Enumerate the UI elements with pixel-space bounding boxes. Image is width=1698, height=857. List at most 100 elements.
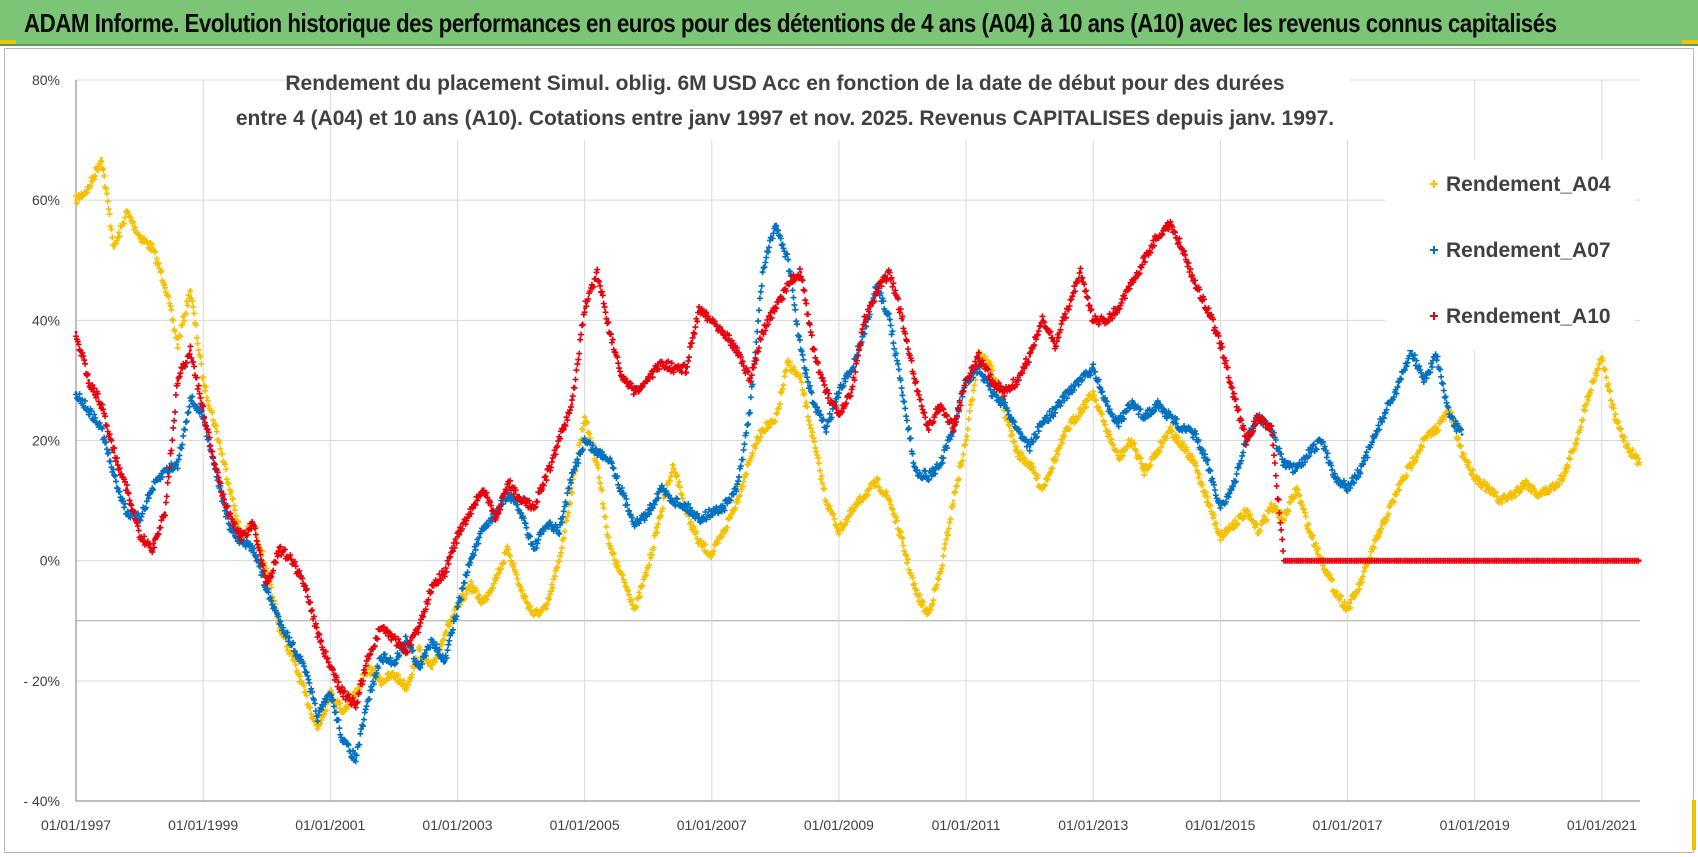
data-point	[1180, 445, 1184, 448]
data-point	[621, 493, 625, 496]
data-point	[506, 481, 510, 484]
data-point	[863, 318, 866, 322]
data-point	[799, 379, 803, 382]
data-point	[1587, 559, 1591, 563]
data-point	[1117, 421, 1121, 424]
data-point	[189, 397, 192, 400]
data-point	[1435, 559, 1438, 563]
data-point	[1041, 421, 1044, 424]
data-point	[595, 451, 599, 454]
data-point	[939, 403, 943, 406]
data-point	[952, 427, 955, 430]
corner-mark-right	[1682, 40, 1698, 44]
legend-label: Rendement_A10	[1446, 305, 1611, 328]
data-point	[468, 511, 472, 514]
data-point	[837, 415, 841, 418]
y-tick-label: 60%	[32, 192, 60, 208]
data-point	[265, 589, 269, 593]
data-point	[341, 739, 345, 743]
data-point	[125, 210, 129, 214]
data-point	[824, 427, 828, 430]
data-point	[786, 258, 790, 262]
data-point	[1091, 367, 1095, 370]
data-point	[723, 330, 726, 334]
data-point	[74, 330, 78, 334]
data-point	[1269, 427, 1273, 430]
data-point	[1562, 559, 1566, 563]
data-point	[1066, 391, 1070, 394]
data-point	[1041, 318, 1044, 322]
data-point	[773, 421, 777, 424]
data-point	[1295, 487, 1299, 490]
x-tick-label: 01/01/2009	[804, 817, 874, 833]
data-point	[926, 475, 930, 478]
series-markers	[73, 222, 1465, 765]
corner-mark-bottom-right	[1692, 800, 1696, 850]
data-point	[430, 583, 434, 587]
data-point	[608, 457, 612, 460]
data-point	[379, 679, 383, 683]
data-point	[1536, 493, 1540, 496]
data-point	[201, 409, 205, 412]
data-point	[430, 667, 434, 671]
data-point	[150, 487, 154, 490]
data-point	[367, 697, 370, 701]
data-point	[926, 427, 930, 430]
data-point	[1155, 403, 1159, 406]
data-point	[74, 198, 78, 202]
y-tick-label: - 40%	[23, 793, 60, 809]
data-point	[1079, 379, 1082, 382]
data-point	[735, 487, 739, 490]
data-point	[1206, 499, 1210, 502]
data-point	[417, 625, 421, 629]
data-point	[379, 625, 383, 629]
data-point	[303, 691, 307, 695]
data-point	[735, 499, 739, 502]
data-point	[1155, 234, 1159, 238]
data-point	[1155, 451, 1159, 454]
data-point	[1117, 306, 1121, 310]
data-point	[1091, 318, 1095, 322]
x-tick-label: 01/01/2019	[1440, 817, 1510, 833]
data-point	[557, 559, 561, 563]
data-point	[252, 523, 256, 526]
data-point	[1002, 409, 1006, 412]
data-point	[1002, 403, 1006, 406]
data-point	[773, 306, 777, 310]
data-point	[977, 355, 981, 358]
data-point	[697, 541, 701, 544]
data-point	[1549, 487, 1553, 490]
data-point	[214, 469, 218, 472]
series-Rendement_A04	[73, 156, 1643, 732]
data-point	[354, 757, 358, 761]
data-point	[837, 391, 841, 394]
data-point	[1333, 559, 1337, 563]
data-point	[913, 589, 917, 593]
data-point	[1600, 355, 1604, 358]
x-tick-label: 01/01/1997	[41, 817, 111, 833]
data-point	[659, 487, 663, 490]
data-point	[1346, 487, 1349, 490]
legend-marker	[1430, 180, 1438, 188]
data-point	[672, 367, 675, 370]
data-point	[1511, 559, 1515, 563]
data-point	[812, 439, 815, 442]
data-point	[1231, 391, 1235, 394]
data-point	[901, 318, 904, 322]
data-point	[697, 306, 701, 310]
data-point	[1384, 559, 1388, 563]
data-point	[1613, 559, 1616, 563]
data-point	[1257, 415, 1260, 418]
data-point	[100, 427, 103, 430]
data-point	[494, 517, 497, 520]
data-point	[545, 523, 548, 526]
corner-mark-left	[0, 40, 16, 44]
data-point	[417, 667, 421, 671]
data-point	[875, 481, 879, 484]
data-point	[634, 391, 637, 394]
data-point	[494, 577, 497, 581]
data-point	[1511, 493, 1515, 496]
data-point	[468, 583, 472, 587]
data-point	[227, 523, 231, 526]
